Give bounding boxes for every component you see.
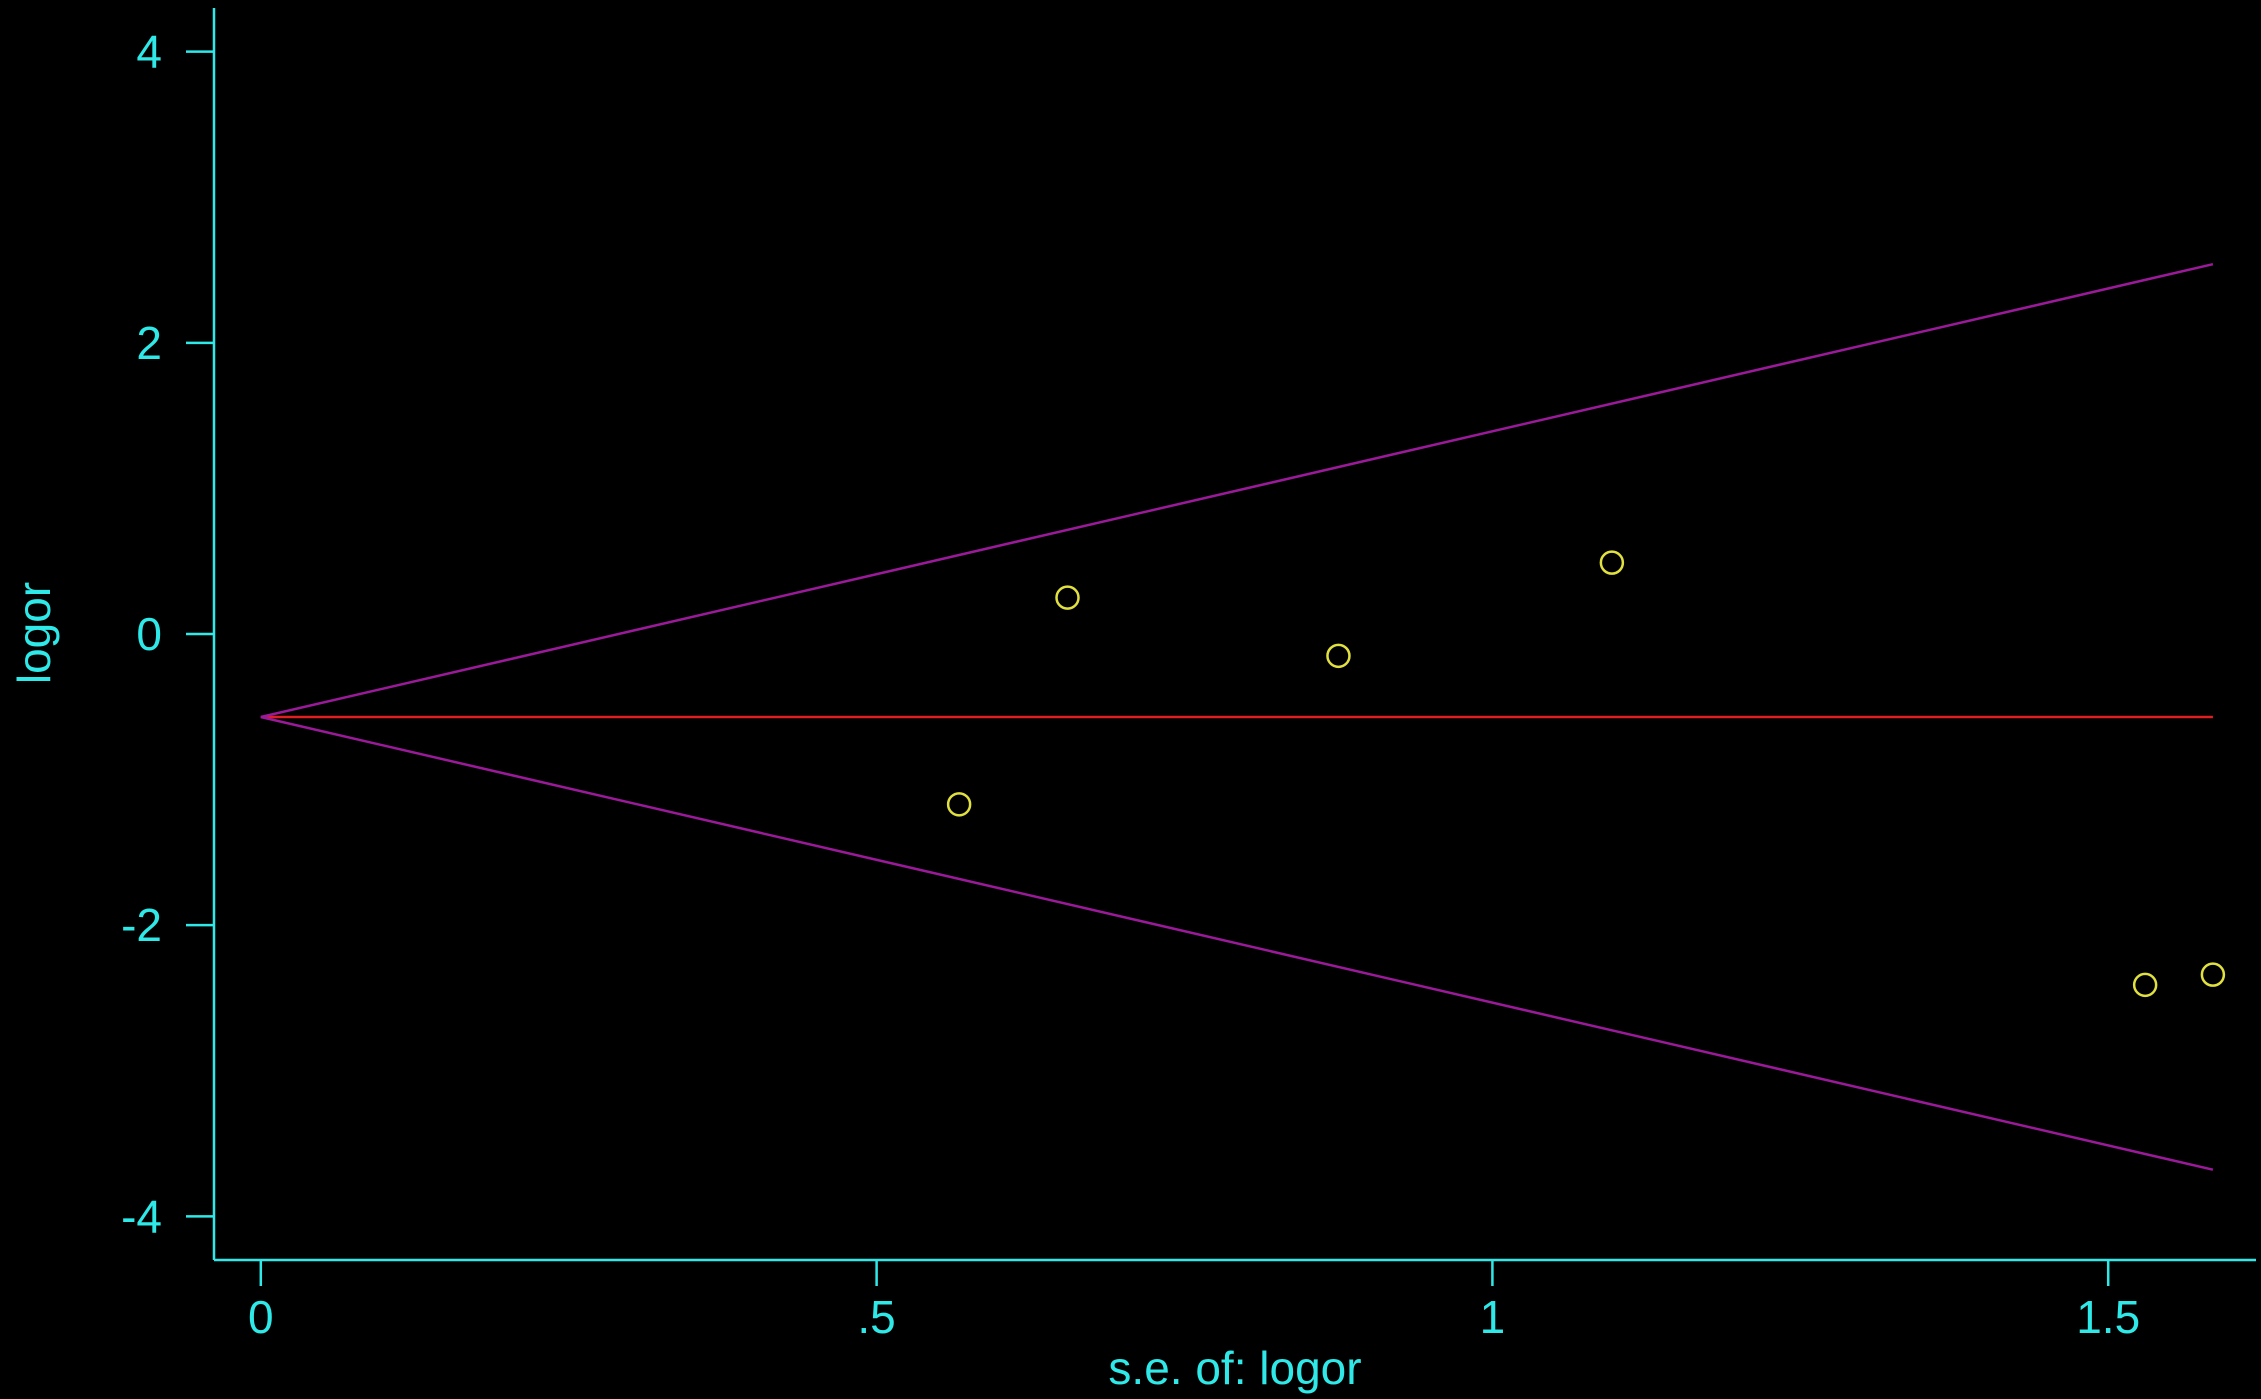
x-tick-label: 1 bbox=[1480, 1291, 1506, 1343]
y-tick-label: 2 bbox=[136, 317, 162, 369]
upper-confidence-line bbox=[260, 262, 2214, 719]
x-tick-label: .5 bbox=[857, 1291, 895, 1343]
reference-lines bbox=[260, 262, 2214, 1171]
y-axis-title: logor bbox=[8, 582, 60, 684]
data-point bbox=[2132, 972, 2158, 998]
x-tick-label: 1.5 bbox=[2076, 1291, 2140, 1343]
y-axis: 4 2 0 -2 -4 bbox=[121, 8, 216, 1260]
data-point bbox=[1326, 643, 1351, 669]
y-tick-label: -2 bbox=[121, 899, 162, 951]
x-tick-label: 0 bbox=[248, 1291, 274, 1343]
data-point bbox=[1599, 550, 1625, 575]
data-point bbox=[946, 792, 972, 817]
x-axis: 0 .5 1 1.5 bbox=[214, 1258, 2256, 1343]
data-point bbox=[1055, 585, 1080, 610]
y-tick-label: 4 bbox=[136, 26, 162, 78]
lower-confidence-line bbox=[260, 715, 2214, 1171]
x-axis-title: s.e. of: logor bbox=[1108, 1342, 1361, 1394]
data-point bbox=[2200, 962, 2226, 987]
data-points bbox=[946, 550, 2226, 998]
y-tick-label: -4 bbox=[121, 1190, 162, 1242]
y-tick-label: 0 bbox=[136, 608, 162, 660]
